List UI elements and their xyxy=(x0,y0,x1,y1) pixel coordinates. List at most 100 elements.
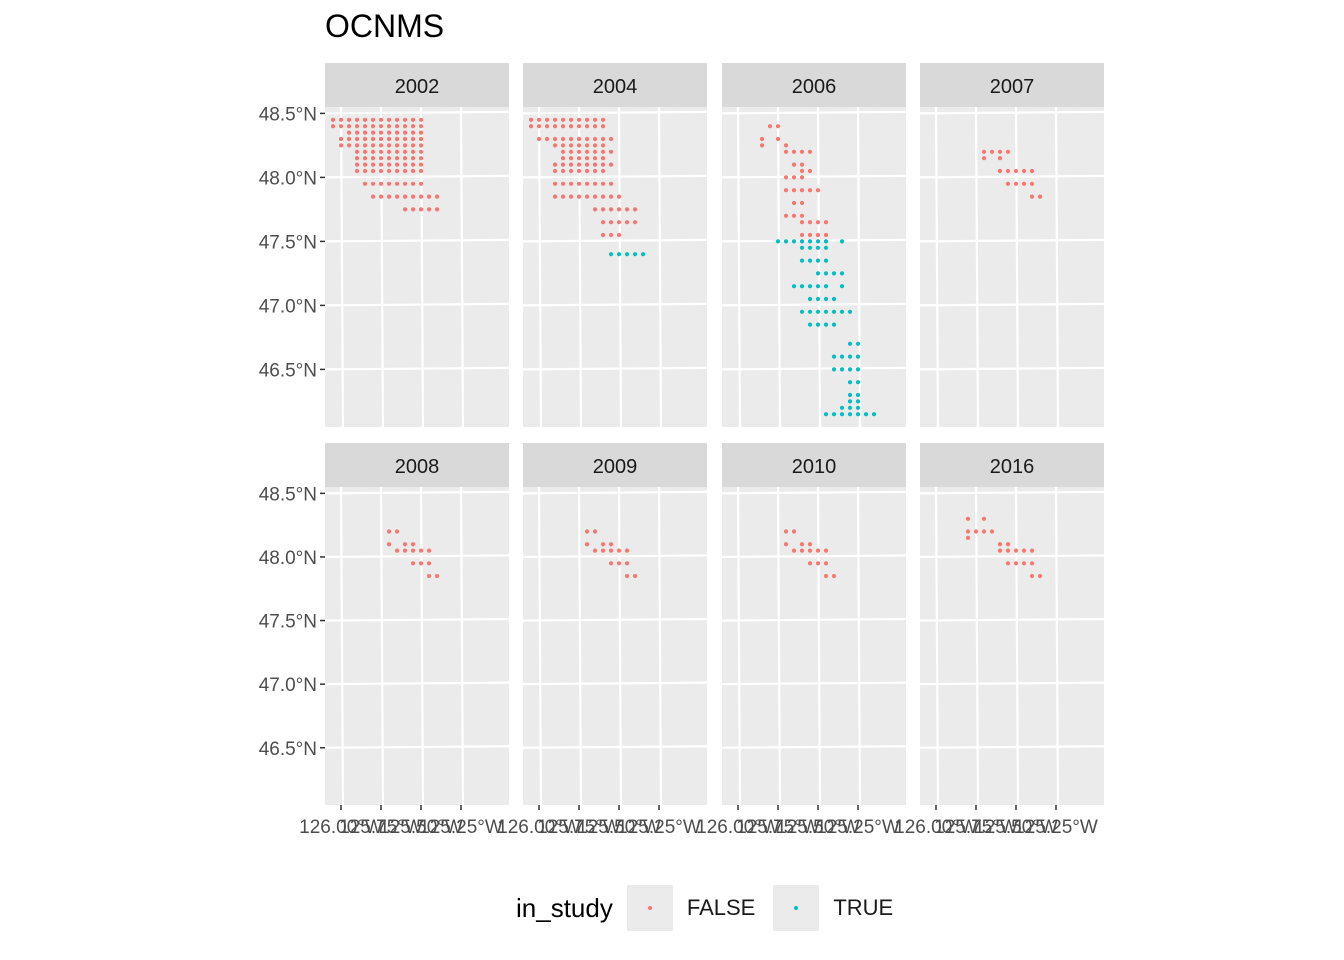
point-false xyxy=(552,117,558,122)
point-false xyxy=(592,548,598,553)
point-false xyxy=(386,124,392,129)
point-false xyxy=(386,156,392,161)
point-false xyxy=(592,136,598,142)
point-false xyxy=(616,207,622,212)
point-false xyxy=(791,188,797,193)
gridline-lat xyxy=(324,745,510,749)
point-true xyxy=(791,284,797,289)
point-false xyxy=(378,162,384,167)
gridline-lat xyxy=(522,745,708,749)
chart-title: OCNMS xyxy=(325,8,445,44)
gridline-lon xyxy=(1054,486,1060,806)
point-false xyxy=(584,162,590,167)
point-false xyxy=(568,124,574,129)
point-false xyxy=(965,516,971,521)
point-false xyxy=(831,573,837,579)
point-false xyxy=(402,117,408,122)
gridline-lon xyxy=(1014,486,1020,806)
point-false xyxy=(592,207,598,212)
point-false xyxy=(600,162,606,167)
point-false xyxy=(592,124,598,129)
gridline-lat xyxy=(324,617,510,622)
point-false xyxy=(783,188,789,193)
point-false xyxy=(624,548,630,553)
point-true xyxy=(807,239,813,244)
gridline-lat xyxy=(522,554,708,559)
point-true xyxy=(823,271,829,276)
point-false xyxy=(426,548,432,553)
point-true xyxy=(807,309,813,314)
x-tick-label: 125.75°W xyxy=(736,817,820,838)
point-false xyxy=(536,117,542,122)
point-false xyxy=(410,181,416,186)
gridline-lat xyxy=(919,238,1105,243)
point-false xyxy=(608,149,614,154)
point-true xyxy=(831,322,837,327)
gridline-lon xyxy=(459,486,465,806)
point-true xyxy=(799,245,805,250)
point-true xyxy=(823,258,829,263)
panel-background xyxy=(325,487,509,805)
y-tick-label: 48.0°N xyxy=(259,548,317,569)
point-false xyxy=(592,181,598,186)
point-false xyxy=(576,162,582,167)
point-false xyxy=(418,207,424,212)
point-false xyxy=(624,220,630,225)
point-false xyxy=(552,194,558,199)
point-true xyxy=(823,245,829,250)
gridline-lat xyxy=(522,174,708,179)
point-false xyxy=(981,516,987,521)
point-false xyxy=(386,529,392,534)
gridline-lat xyxy=(324,554,510,559)
point-true xyxy=(839,354,845,359)
point-false xyxy=(402,181,408,186)
point-false xyxy=(783,143,789,148)
point-false xyxy=(378,130,384,135)
point-false xyxy=(576,181,582,186)
y-tick-label: 46.5°N xyxy=(259,739,317,760)
point-false xyxy=(362,156,368,161)
point-true xyxy=(839,367,845,372)
gridline-lat xyxy=(324,302,510,307)
point-false xyxy=(600,136,606,142)
point-true xyxy=(831,309,837,314)
point-false xyxy=(354,162,360,167)
point-false xyxy=(600,548,606,553)
point-false xyxy=(584,143,590,148)
point-false xyxy=(815,548,821,553)
point-false xyxy=(410,143,416,148)
point-false xyxy=(338,136,344,142)
facet-strip xyxy=(325,443,509,487)
point-false xyxy=(1029,561,1035,566)
point-false xyxy=(600,117,606,122)
point-false xyxy=(394,130,400,135)
point-false xyxy=(426,561,432,566)
point-false xyxy=(783,542,789,547)
point-false xyxy=(1005,548,1011,553)
point-true xyxy=(855,392,861,398)
point-false xyxy=(410,117,416,122)
x-tick-label: 125.50°W xyxy=(974,817,1058,838)
point-false xyxy=(386,117,392,122)
point-false xyxy=(370,194,376,199)
point-false xyxy=(799,220,805,225)
point-false xyxy=(584,117,590,122)
point-false xyxy=(346,124,352,129)
point-false xyxy=(799,149,805,154)
point-false xyxy=(576,149,582,154)
x-tick-label: 125.25°W xyxy=(419,817,503,838)
gridline-lat xyxy=(721,554,907,559)
panel-background xyxy=(722,107,906,427)
point-false xyxy=(584,181,590,186)
legend-key-true xyxy=(773,885,820,931)
point-false xyxy=(1005,542,1011,547)
point-false xyxy=(767,124,773,129)
point-false xyxy=(528,124,534,129)
point-false xyxy=(600,232,606,238)
point-false xyxy=(568,168,574,174)
point-false xyxy=(799,213,805,218)
gridline-lat xyxy=(522,238,708,243)
point-false xyxy=(386,542,392,547)
point-false xyxy=(386,168,392,174)
point-true xyxy=(815,284,821,289)
